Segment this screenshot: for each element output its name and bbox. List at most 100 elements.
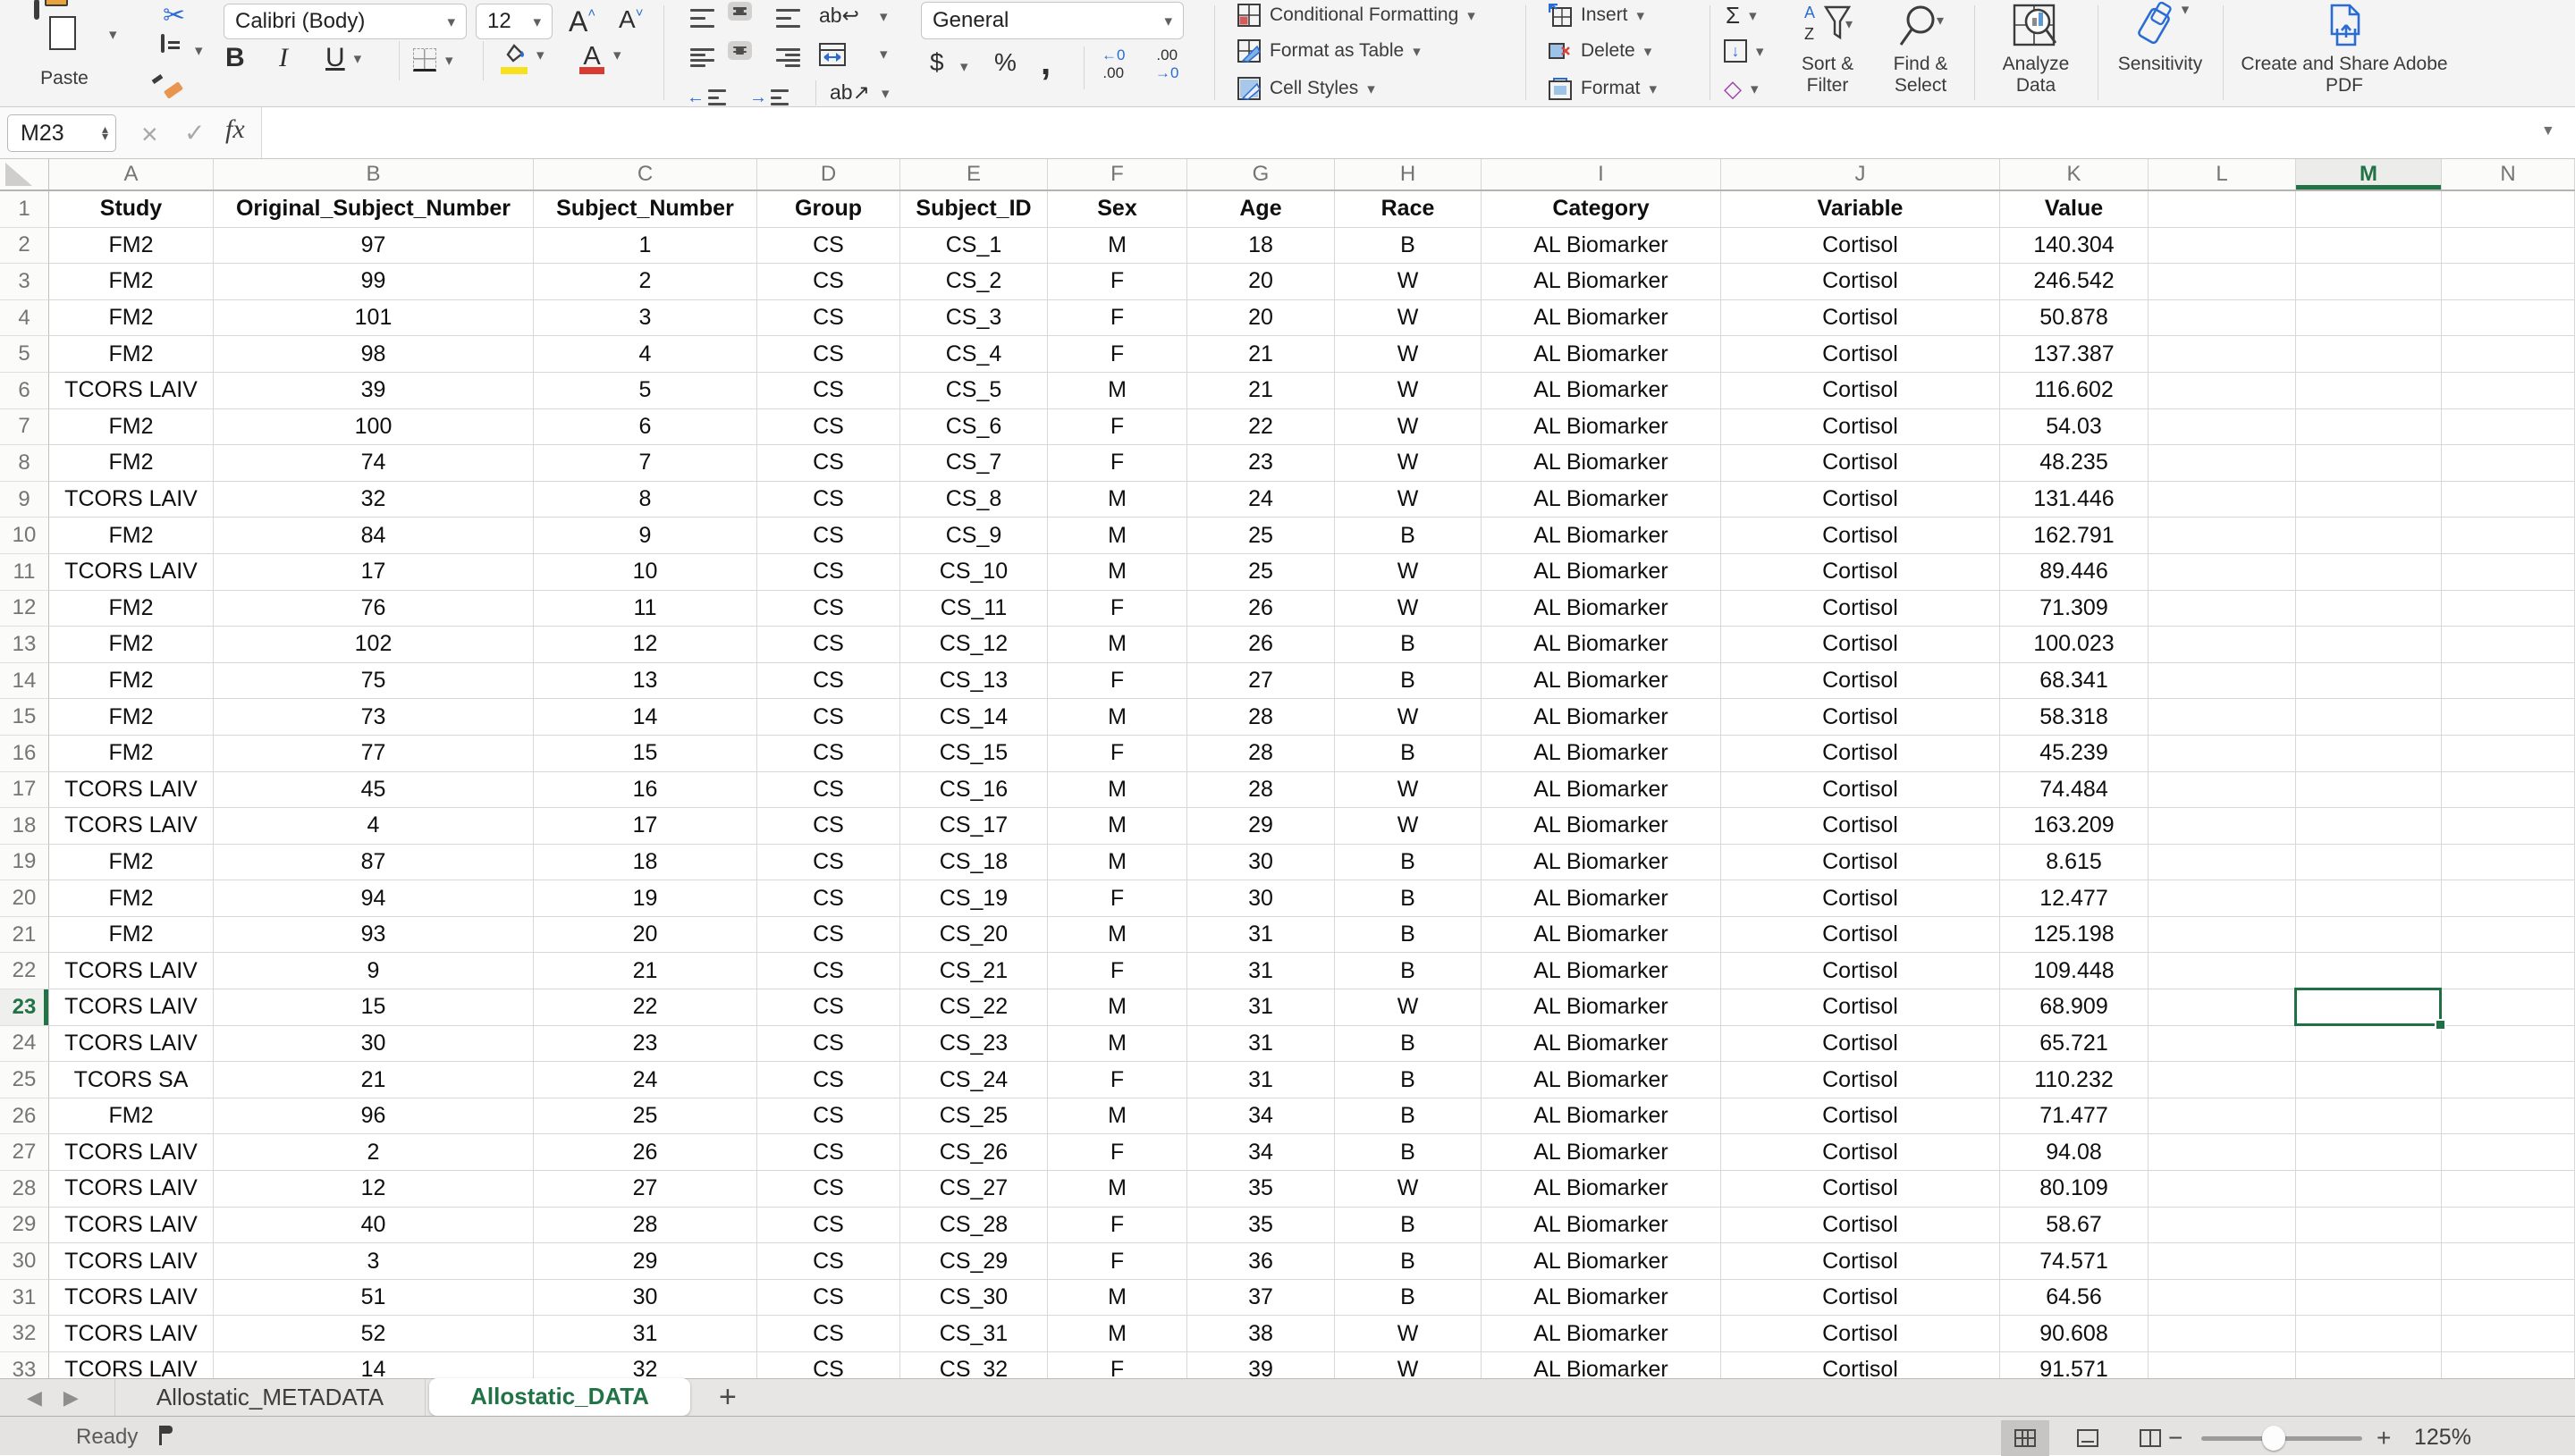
increase-indent-button[interactable]: → <box>749 82 789 113</box>
cell-M1[interactable] <box>2296 191 2442 228</box>
cell-A20[interactable]: FM2 <box>49 880 214 917</box>
cell-H8[interactable]: W <box>1335 445 1482 482</box>
row-header-31[interactable]: 31 <box>0 1279 49 1317</box>
row-header-18[interactable]: 18 <box>0 808 49 845</box>
column-header-H[interactable]: H <box>1335 159 1482 189</box>
cell-J17[interactable]: Cortisol <box>1721 771 2000 809</box>
cell-I10[interactable]: AL Biomarker <box>1482 518 1721 554</box>
cell-F30[interactable]: F <box>1048 1243 1187 1280</box>
cell-J6[interactable]: Cortisol <box>1721 372 2000 409</box>
cell-I3[interactable]: AL Biomarker <box>1482 264 1721 300</box>
cell-L20[interactable] <box>2149 880 2296 917</box>
row-header-16[interactable]: 16 <box>0 735 49 772</box>
cell-J27[interactable]: Cortisol <box>1721 1134 2000 1172</box>
cell-styles-button[interactable]: Cell Styles ▾ <box>1237 73 1375 104</box>
cell-D23[interactable]: CS <box>757 989 900 1026</box>
orientation-chevron[interactable]: ▾ <box>882 85 890 102</box>
cell-E15[interactable]: CS_14 <box>900 699 1048 736</box>
row-header-11[interactable]: 11 <box>0 553 49 591</box>
cell-H9[interactable]: W <box>1335 481 1482 518</box>
cell-B26[interactable]: 96 <box>214 1098 534 1135</box>
cell-L17[interactable] <box>2149 771 2296 809</box>
cell-H10[interactable]: B <box>1335 518 1482 554</box>
cell-N33[interactable] <box>2442 1352 2575 1378</box>
cell-B25[interactable]: 21 <box>214 1062 534 1098</box>
cell-N9[interactable] <box>2442 481 2575 518</box>
align-left-icon[interactable] <box>690 48 714 67</box>
cell-C24[interactable]: 23 <box>534 1025 757 1063</box>
cell-M15[interactable] <box>2296 699 2442 736</box>
cell-H14[interactable]: B <box>1335 662 1482 700</box>
font-color-icon[interactable]: A <box>579 42 604 74</box>
cell-B6[interactable]: 39 <box>214 372 534 409</box>
cell-G5[interactable]: 21 <box>1187 336 1335 373</box>
adobe-pdf-button[interactable]: Create and Share Adobe PDF <box>2235 2 2453 97</box>
cell-G16[interactable]: 28 <box>1187 735 1335 772</box>
cell-C11[interactable]: 10 <box>534 553 757 591</box>
cell-C13[interactable]: 12 <box>534 627 757 663</box>
cell-A14[interactable]: FM2 <box>49 662 214 700</box>
cell-A21[interactable]: FM2 <box>49 916 214 954</box>
cell-F2[interactable]: M <box>1048 227 1187 265</box>
cell-A15[interactable]: FM2 <box>49 699 214 736</box>
row-header-14[interactable]: 14 <box>0 662 49 700</box>
cell-N20[interactable] <box>2442 880 2575 917</box>
cell-N18[interactable] <box>2442 808 2575 845</box>
cell-H19[interactable]: B <box>1335 844 1482 881</box>
row-header-3[interactable]: 3 <box>0 264 49 300</box>
cell-C22[interactable]: 21 <box>534 953 757 990</box>
currency-chevron[interactable]: ▾ <box>960 58 968 75</box>
cell-D32[interactable]: CS <box>757 1316 900 1352</box>
copy-icon[interactable] <box>161 34 165 53</box>
cell-D21[interactable]: CS <box>757 916 900 954</box>
cell-D20[interactable]: CS <box>757 880 900 917</box>
cut-icon[interactable]: ✂ <box>163 1 186 30</box>
row-header-4[interactable]: 4 <box>0 299 49 337</box>
cell-M20[interactable] <box>2296 880 2442 917</box>
column-header-I[interactable]: I <box>1482 159 1721 189</box>
cell-B5[interactable]: 98 <box>214 336 534 373</box>
cell-H2[interactable]: B <box>1335 227 1482 265</box>
cell-E24[interactable]: CS_23 <box>900 1025 1048 1063</box>
cell-N10[interactable] <box>2442 518 2575 554</box>
cell-M11[interactable] <box>2296 553 2442 591</box>
cell-J23[interactable]: Cortisol <box>1721 989 2000 1026</box>
cell-C1[interactable]: Subject_Number <box>534 191 757 228</box>
row-header-8[interactable]: 8 <box>0 445 49 482</box>
cell-D24[interactable]: CS <box>757 1025 900 1063</box>
cell-H16[interactable]: B <box>1335 735 1482 772</box>
cell-G15[interactable]: 28 <box>1187 699 1335 736</box>
cell-E13[interactable]: CS_12 <box>900 627 1048 663</box>
cell-D14[interactable]: CS <box>757 662 900 700</box>
cell-E3[interactable]: CS_2 <box>900 264 1048 300</box>
cell-C29[interactable]: 28 <box>534 1207 757 1244</box>
cell-G26[interactable]: 34 <box>1187 1098 1335 1135</box>
row-header-30[interactable]: 30 <box>0 1243 49 1280</box>
cell-N14[interactable] <box>2442 662 2575 700</box>
cell-B17[interactable]: 45 <box>214 771 534 809</box>
cell-K24[interactable]: 65.721 <box>2000 1025 2149 1063</box>
bold-button[interactable]: B <box>225 43 245 72</box>
cell-A9[interactable]: TCORS LAIV <box>49 481 214 518</box>
cell-N7[interactable] <box>2442 408 2575 446</box>
cell-J21[interactable]: Cortisol <box>1721 916 2000 954</box>
cell-C16[interactable]: 15 <box>534 735 757 772</box>
cell-B12[interactable]: 76 <box>214 590 534 627</box>
cell-D17[interactable]: CS <box>757 771 900 809</box>
cell-H28[interactable]: W <box>1335 1171 1482 1208</box>
cell-G29[interactable]: 35 <box>1187 1207 1335 1244</box>
cell-M9[interactable] <box>2296 481 2442 518</box>
fill-color-icon[interactable] <box>501 42 528 74</box>
copy-dropdown-chevron[interactable]: ▾ <box>195 42 203 59</box>
cell-I6[interactable]: AL Biomarker <box>1482 372 1721 409</box>
cell-M24[interactable] <box>2296 1025 2442 1063</box>
cell-C26[interactable]: 25 <box>534 1098 757 1135</box>
cell-F14[interactable]: F <box>1048 662 1187 700</box>
cell-N13[interactable] <box>2442 627 2575 663</box>
cell-H29[interactable]: B <box>1335 1207 1482 1244</box>
cell-A33[interactable]: TCORS LAIV <box>49 1352 214 1378</box>
cell-D29[interactable]: CS <box>757 1207 900 1244</box>
cell-N28[interactable] <box>2442 1171 2575 1208</box>
cell-E6[interactable]: CS_5 <box>900 372 1048 409</box>
cell-I25[interactable]: AL Biomarker <box>1482 1062 1721 1098</box>
